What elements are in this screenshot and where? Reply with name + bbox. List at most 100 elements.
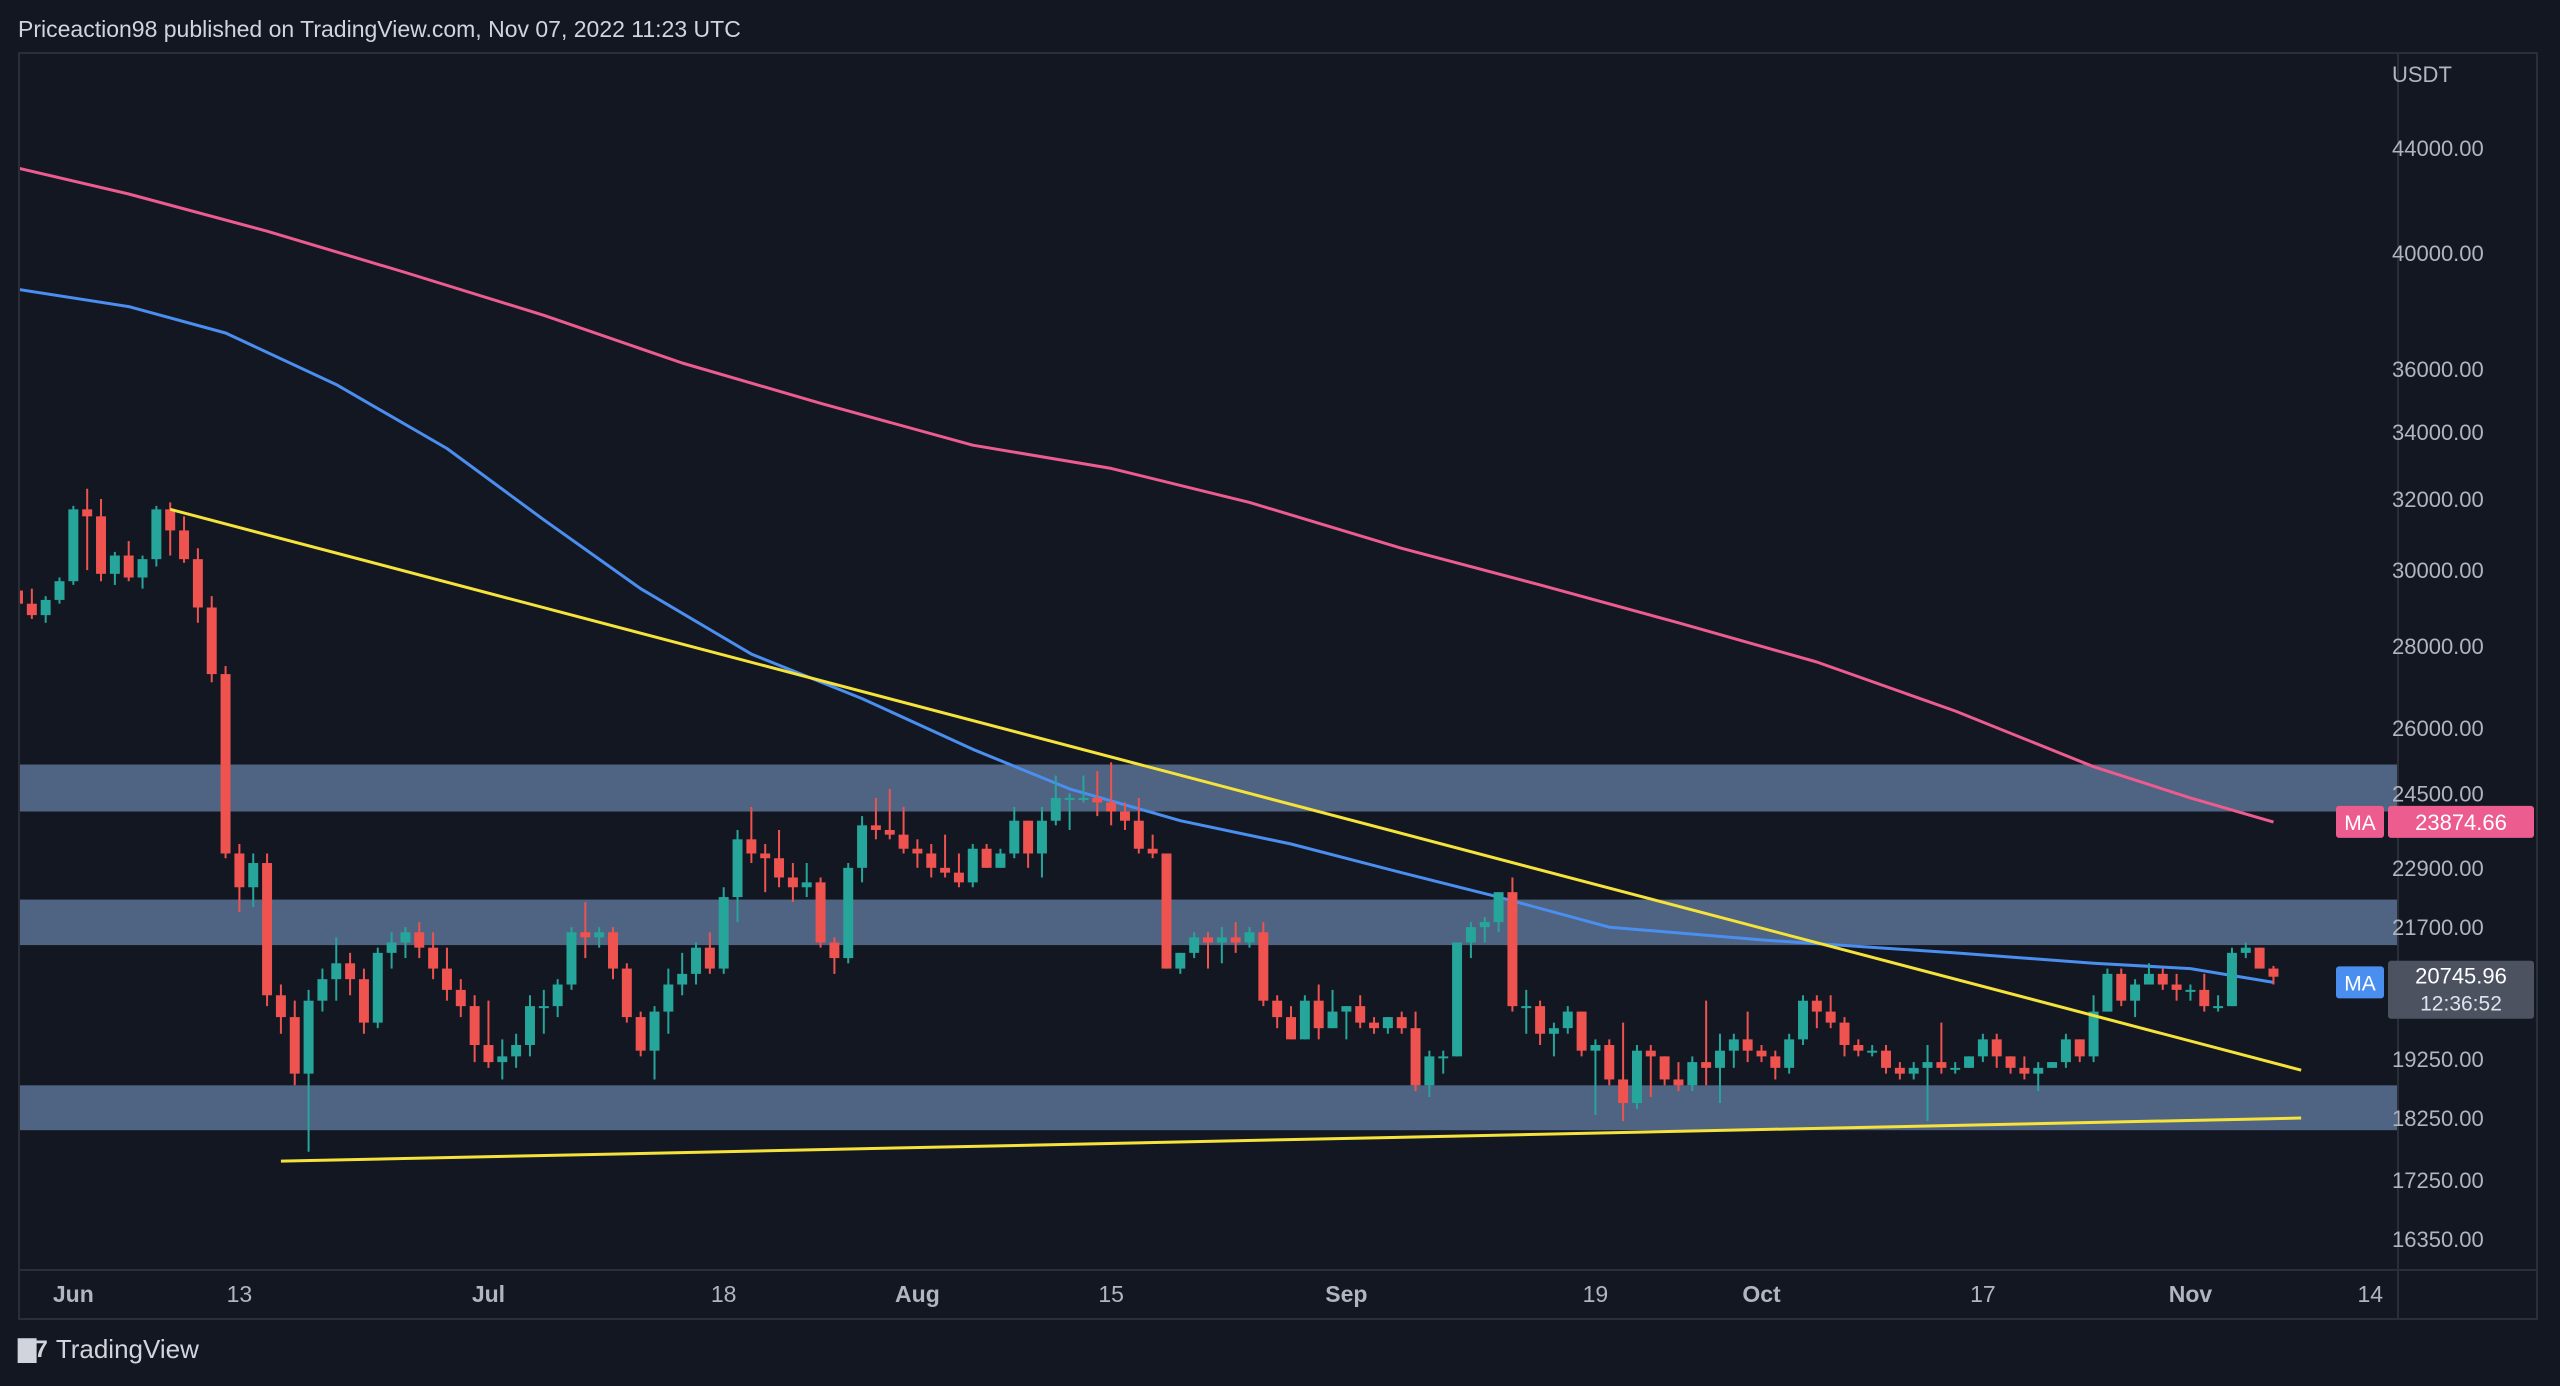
- price-tick-label: 28000.00: [2392, 634, 2484, 659]
- price-axis[interactable]: USDT 44000.00 40000.00 36000.00 34000.00 320…: [2392, 62, 2484, 1252]
- candle: [2033, 1062, 2044, 1092]
- candle: [566, 927, 577, 990]
- candle-body: [220, 674, 231, 854]
- candle-body: [1341, 1006, 1352, 1012]
- candle-body: [2116, 973, 2127, 1001]
- zone-0: [18, 764, 2398, 812]
- candle-body: [1189, 937, 1200, 953]
- candle: [1894, 1062, 1905, 1080]
- candle-body: [1036, 820, 1047, 854]
- candle-body: [2185, 989, 2196, 992]
- candle-body: [1286, 1017, 1297, 1040]
- candle-body: [843, 867, 854, 959]
- candle-body: [677, 973, 688, 985]
- candle-body: [2254, 947, 2265, 969]
- candle-body: [1659, 1056, 1670, 1080]
- chart-svg[interactable]: USDT 44000.00 40000.00 36000.00 34000.00 320…: [13, 52, 2538, 1320]
- candle-body: [1147, 848, 1158, 854]
- candle-body: [234, 853, 245, 888]
- candle: [1064, 793, 1075, 830]
- candle: [275, 984, 286, 1034]
- candle-body: [123, 555, 134, 578]
- candle-body: [248, 863, 259, 888]
- candle: [54, 577, 65, 604]
- candle-body: [289, 1017, 300, 1074]
- candle: [704, 932, 715, 974]
- candle: [1964, 1056, 1975, 1068]
- candle-body: [1396, 1017, 1407, 1029]
- candle: [2226, 947, 2237, 1007]
- candle: [303, 989, 314, 1152]
- candle: [2116, 968, 2127, 1007]
- currency-label: USDT: [2392, 62, 2452, 87]
- candle: [497, 1039, 508, 1080]
- candle: [2005, 1056, 2016, 1074]
- candle: [1645, 1045, 1656, 1098]
- candle-body: [2060, 1039, 2071, 1063]
- candle: [1618, 1022, 1629, 1122]
- time-tick-label: 18: [711, 1281, 737, 1307]
- candle: [1313, 984, 1324, 1040]
- candle-body: [2088, 1011, 2099, 1057]
- time-tick-label: Oct: [1742, 1281, 1781, 1307]
- candle-body: [1714, 1050, 1725, 1068]
- candle: [1701, 1000, 1712, 1086]
- candle: [96, 498, 107, 582]
- candle: [1535, 1000, 1546, 1046]
- candle: [2171, 973, 2182, 1001]
- candle-body: [1853, 1045, 1864, 1051]
- candle: [82, 488, 93, 571]
- candle: [2019, 1056, 2030, 1080]
- candle-body: [372, 952, 383, 1023]
- candle: [746, 806, 757, 864]
- candle: [524, 995, 535, 1057]
- candle-body: [2019, 1067, 2030, 1074]
- candle: [1119, 802, 1130, 830]
- candle: [248, 853, 259, 908]
- candle-body: [538, 1006, 549, 1009]
- candle: [1299, 995, 1310, 1040]
- candle-body: [1604, 1045, 1615, 1080]
- trendline-1: [280, 1116, 2302, 1163]
- ma-badge-box: [2388, 805, 2534, 838]
- candle-body: [400, 932, 411, 943]
- candle-body: [96, 516, 107, 574]
- candle: [580, 902, 591, 959]
- price-tick-label: 18250.00: [2392, 1106, 2484, 1131]
- candle-body: [1798, 1000, 1808, 1040]
- candle: [1258, 922, 1269, 1007]
- candle-body: [1687, 1062, 1698, 1086]
- time-tick-label: Jun: [53, 1281, 94, 1307]
- price-chart[interactable]: USDT 44000.00 40000.00 36000.00 34000.00 320…: [13, 52, 2538, 1320]
- candle-body: [2157, 973, 2168, 985]
- candle: [455, 979, 466, 1018]
- candle-body: [649, 1011, 660, 1051]
- candle-body: [594, 932, 605, 938]
- candle-body: [663, 984, 674, 1012]
- tradingview-logo[interactable]: ▇7 TradingView: [18, 1334, 199, 1365]
- candle: [2060, 1033, 2071, 1068]
- candle-body: [1701, 1062, 1712, 1068]
- ma-long-line: [17, 166, 2274, 824]
- candle-body: [192, 559, 203, 608]
- candle: [345, 952, 356, 996]
- candle: [1770, 1050, 1781, 1080]
- candlesticks: [13, 488, 2279, 1152]
- candle: [469, 995, 480, 1063]
- price-tick-label: 22900.00: [2392, 856, 2484, 881]
- candle: [552, 979, 563, 1018]
- candle-body: [1092, 797, 1103, 803]
- candle: [1673, 1062, 1684, 1092]
- candle: [1133, 797, 1144, 854]
- candle-body: [1327, 1011, 1338, 1029]
- candle-body: [732, 839, 743, 898]
- candle: [621, 963, 632, 1023]
- candle: [1991, 1033, 2002, 1068]
- candle-body: [857, 825, 868, 868]
- price-tick-label: 40000.00: [2392, 241, 2484, 266]
- time-tick-label: 14: [2358, 1281, 2384, 1307]
- candle-body: [1839, 1022, 1850, 1046]
- candle-body: [109, 555, 120, 574]
- time-axis[interactable]: Jun 13 Jul 18 Aug 15 Sep 19 Oct 17 Nov 14: [53, 1281, 2383, 1307]
- candle: [109, 551, 120, 585]
